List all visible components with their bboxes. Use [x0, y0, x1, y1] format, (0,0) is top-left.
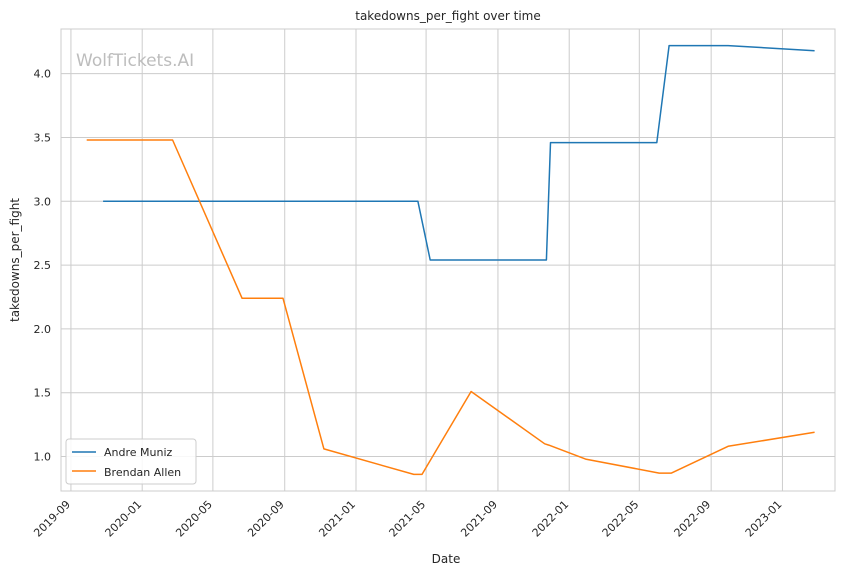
- y-tick-label: 1.5: [34, 387, 52, 400]
- y-tick-label: 2.0: [34, 323, 52, 336]
- x-tick-label: 2022-05: [600, 498, 642, 540]
- y-tick-label: 3.0: [34, 195, 52, 208]
- series-line-andre-muniz: [103, 44, 815, 261]
- chart-title: takedowns_per_fight over time: [355, 9, 541, 23]
- x-axis-ticks: 2019-09 2020-01 2020-05 2020-09 2021-01 2021-…: [31, 498, 784, 540]
- x-tick-label: 2023-01: [743, 498, 785, 540]
- x-tick-label: 2022-01: [530, 498, 572, 540]
- x-axis-label: Date: [432, 552, 461, 566]
- legend-label-brendan-allen: Brendan Allen: [104, 466, 181, 479]
- y-tick-label: 1.0: [34, 451, 52, 464]
- y-axis-label: takedowns_per_fight: [8, 198, 22, 322]
- x-tick-label: 2021-05: [387, 498, 429, 540]
- watermark: WolfTickets.AI: [76, 51, 194, 71]
- legend: Andre Muniz Brendan Allen: [65, 438, 197, 485]
- x-tick-label: 2021-09: [458, 498, 500, 540]
- x-tick-label: 2020-01: [103, 498, 145, 540]
- plot-frame: [60, 28, 836, 492]
- x-tick-label: 2019-09: [31, 498, 73, 540]
- y-tick-label: 4.0: [34, 68, 52, 81]
- y-tick-label: 3.5: [34, 131, 52, 144]
- series-line-brendan-allen: [86, 139, 815, 476]
- x-tick-label: 2021-01: [316, 498, 358, 540]
- y-axis-ticks: 1.0 1.5 2.0 2.5 3.0 3.5 4.0: [34, 68, 52, 464]
- series-layer: [86, 44, 815, 476]
- legend-label-andre-muniz: Andre Muniz: [104, 446, 173, 459]
- x-tick-label: 2020-09: [245, 498, 287, 540]
- legend-box: [65, 438, 197, 485]
- x-tick-label: 2020-05: [173, 498, 215, 540]
- x-tick-label: 2022-09: [672, 498, 714, 540]
- y-tick-label: 2.5: [34, 259, 52, 272]
